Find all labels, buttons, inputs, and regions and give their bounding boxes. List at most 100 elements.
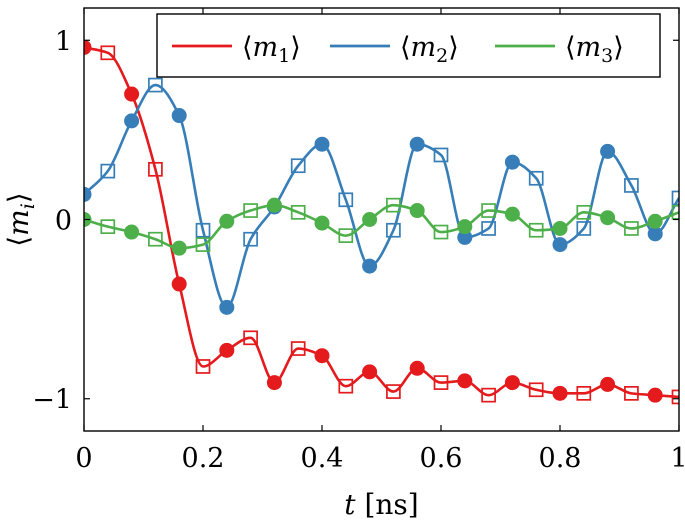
data-point-circle (457, 373, 473, 389)
data-point-square (100, 219, 116, 235)
data-point-circle (124, 86, 140, 102)
data-point-circle (362, 364, 378, 380)
data-point-square (195, 237, 211, 252)
data-point-circle (457, 229, 473, 245)
data-point-square (528, 170, 544, 186)
data-point-circle (552, 237, 568, 253)
data-point-circle (409, 203, 425, 219)
data-point-square (576, 221, 592, 236)
series-1 (84, 39, 679, 405)
data-point-square (148, 77, 163, 93)
x-axis: 0 0.2 0.4 0.6 0.8 1 (75, 8, 685, 474)
data-point-square (243, 330, 258, 346)
data-point-circle (314, 348, 330, 364)
data-point-circle (409, 136, 425, 152)
data-point-square (386, 222, 401, 238)
y-axis-title: ⟨mi⟩ (2, 192, 39, 247)
data-point-circle (552, 220, 568, 236)
data-point-circle (647, 387, 663, 403)
series-3 (84, 197, 679, 256)
data-point-circle (84, 186, 92, 202)
y-tick-label: −1 (32, 385, 72, 416)
data-point-square (528, 382, 544, 398)
series-2 (84, 77, 679, 315)
plot-area (84, 39, 679, 405)
legend-box (156, 13, 661, 78)
data-point-circle (314, 215, 330, 231)
data-point-circle (362, 258, 378, 274)
legend-label: ⟨m2⟩ (400, 32, 459, 67)
data-point-circle (171, 240, 187, 256)
data-point-square (481, 203, 496, 218)
data-point-square (290, 204, 306, 220)
legend-label: ⟨m1⟩ (242, 32, 301, 67)
x-axis-title: t [ns] (344, 488, 418, 521)
data-point-square (195, 222, 211, 238)
data-point-square (433, 375, 449, 390)
data-point-circle (171, 276, 187, 292)
data-point-circle (600, 210, 616, 226)
data-point-circle (171, 108, 187, 124)
data-point-square (100, 45, 116, 61)
data-point-square (338, 192, 354, 208)
data-point-square (148, 161, 163, 177)
data-point-circle (266, 197, 282, 213)
data-point-circle (314, 136, 330, 152)
data-point-circle (124, 224, 140, 240)
data-point-square (671, 389, 679, 405)
data-point-square (100, 163, 116, 179)
data-point-circle (219, 213, 235, 229)
data-point-circle (219, 342, 235, 358)
data-point-square (528, 222, 544, 238)
data-point-circle (600, 376, 616, 392)
x-tick-label: 0.2 (182, 443, 225, 474)
data-point-circle (124, 113, 140, 129)
data-point-square (195, 359, 211, 374)
data-point-square (576, 204, 592, 220)
data-point-circle (504, 154, 520, 170)
data-point-square (671, 190, 679, 206)
legend: ⟨m1⟩ ⟨m2⟩ ⟨m3⟩ (156, 13, 661, 78)
data-point-circle (504, 375, 520, 391)
data-point-square (290, 341, 306, 356)
data-point-square (576, 386, 592, 401)
data-point-square (624, 386, 639, 401)
y-tick-label: 1 (55, 26, 72, 57)
legend-label: ⟨m3⟩ (565, 32, 624, 67)
data-point-circle (647, 226, 663, 242)
data-point-square (338, 378, 354, 394)
data-point-circle (84, 39, 92, 55)
data-point-circle (600, 143, 616, 159)
data-point-circle (647, 213, 663, 229)
data-point-square (148, 231, 163, 247)
data-point-square (290, 158, 306, 174)
data-point-circle (266, 375, 282, 391)
x-tick-label: 1 (670, 443, 685, 474)
data-point-circle (457, 219, 473, 235)
x-tick-label: 0.6 (420, 443, 463, 474)
x-tick-label: 0.4 (301, 443, 344, 474)
data-point-circle (552, 385, 568, 401)
data-point-square (624, 178, 639, 193)
y-tick-label: 0 (55, 206, 72, 237)
data-point-square (671, 204, 679, 220)
data-point-square (386, 197, 401, 213)
y-axis: −1 0 1 (32, 26, 679, 416)
data-point-square (433, 224, 449, 240)
data-point-circle (504, 206, 520, 222)
data-point-circle (219, 299, 235, 315)
x-tick-label: 0 (75, 443, 92, 474)
data-point-square (243, 203, 258, 218)
data-point-circle (409, 360, 425, 376)
data-point-square (338, 228, 354, 243)
data-point-square (433, 147, 449, 163)
series-line (84, 83, 679, 309)
data-point-square (481, 387, 496, 403)
x-tick-label: 0.8 (539, 443, 582, 474)
data-point-circle (362, 212, 378, 227)
data-point-square (386, 384, 401, 399)
data-point-square (481, 221, 496, 236)
data-point-square (624, 221, 639, 236)
data-point-square (243, 231, 258, 247)
